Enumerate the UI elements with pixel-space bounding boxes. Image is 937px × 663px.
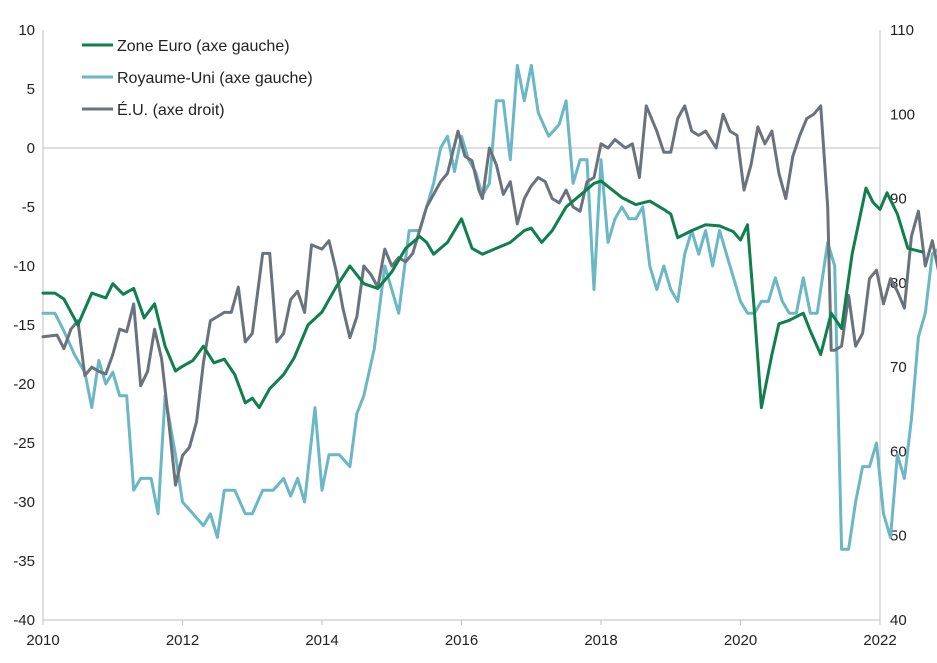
- y-right-tick-label: 110: [890, 22, 914, 39]
- y-right-tick-label: 70: [890, 359, 907, 376]
- y-left-tick-label: -40: [13, 612, 35, 629]
- y-right-tick-label: 40: [890, 612, 907, 629]
- y-left-tick-label: -5: [22, 199, 35, 216]
- series-line-uk: [41, 63, 937, 551]
- x-tick-label: 2020: [724, 632, 757, 649]
- legend-label-euro-area: Zone Euro (axe gauche): [117, 38, 290, 55]
- axes: 1050-5-10-15-20-25-30-35-401101009080706…: [13, 22, 915, 649]
- y-left-tick-label: -25: [13, 435, 35, 452]
- x-tick-label: 2010: [26, 632, 59, 649]
- y-right-tick-label: 50: [890, 528, 907, 545]
- y-right-tick-label: 60: [890, 443, 907, 460]
- y-right-tick-label: 90: [890, 191, 907, 208]
- x-tick-label: 2018: [584, 632, 617, 649]
- x-tick-label: 2022: [863, 632, 896, 649]
- y-right-tick-label: 100: [890, 106, 915, 123]
- legend-label-uk: Royaume-Uni (axe gauche): [117, 70, 313, 87]
- y-left-tick-label: -10: [13, 258, 35, 275]
- x-tick-label: 2016: [445, 632, 478, 649]
- y-left-tick-label: -15: [13, 317, 35, 334]
- x-tick-label: 2012: [166, 632, 199, 649]
- y-left-tick-label: 5: [27, 81, 35, 98]
- series-line-us: [41, 104, 937, 487]
- y-left-tick-label: -35: [13, 553, 35, 570]
- y-left-tick-label: -30: [13, 494, 35, 511]
- x-tick-label: 2014: [305, 632, 338, 649]
- y-left-tick-label: 10: [18, 22, 35, 39]
- series-layer: [41, 63, 937, 551]
- series-line-euro-area: [41, 179, 924, 410]
- legend-label-us: É.U. (axe droit): [117, 100, 225, 119]
- y-left-tick-label: -20: [13, 376, 35, 393]
- y-left-tick-label: 0: [27, 140, 35, 157]
- legend: Zone Euro (axe gauche) Royaume-Uni (axe g…: [82, 38, 313, 119]
